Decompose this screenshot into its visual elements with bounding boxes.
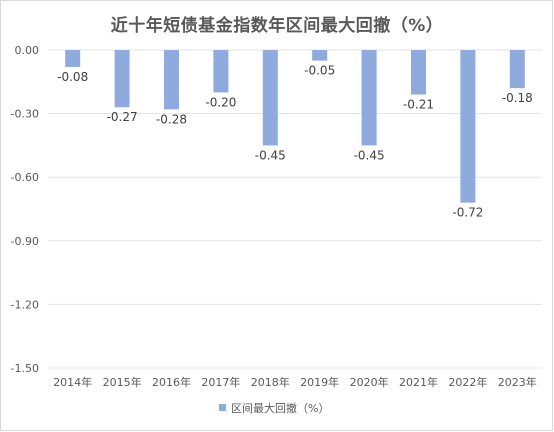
data-label: -0.18 bbox=[502, 91, 533, 105]
chart-title: 近十年短债基金指数年区间最大回撤（%） bbox=[110, 16, 444, 36]
x-tick-label: 2014年 bbox=[53, 375, 92, 389]
bar bbox=[509, 50, 525, 89]
data-label: -0.45 bbox=[354, 148, 385, 162]
x-tick-label: 2020年 bbox=[350, 375, 389, 389]
data-label: -0.45 bbox=[255, 148, 286, 162]
data-label: -0.21 bbox=[403, 98, 434, 112]
data-label: -0.08 bbox=[57, 70, 88, 84]
bar bbox=[65, 50, 81, 67]
data-label: -0.27 bbox=[107, 110, 138, 124]
x-tick-label: 2016年 bbox=[152, 375, 191, 389]
bar bbox=[262, 50, 278, 146]
legend-label: 区间最大回撤（%） bbox=[231, 401, 329, 415]
y-tick-label: -0.30 bbox=[11, 108, 39, 121]
x-tick-label: 2023年 bbox=[498, 375, 537, 389]
x-tick-label: 2015年 bbox=[103, 375, 142, 389]
x-tick-label: 2019年 bbox=[300, 375, 339, 389]
x-tick-label: 2018年 bbox=[251, 375, 290, 389]
legend-swatch bbox=[219, 404, 226, 411]
bar bbox=[114, 50, 130, 108]
y-tick-label: -0.90 bbox=[11, 235, 39, 248]
y-tick-label: -1.20 bbox=[11, 298, 39, 311]
x-tick-label: 2017年 bbox=[201, 375, 240, 389]
data-label: -0.28 bbox=[156, 112, 187, 126]
bar bbox=[460, 50, 476, 203]
bar bbox=[164, 50, 179, 110]
data-label: -0.72 bbox=[452, 206, 483, 220]
x-tick-label: 2021年 bbox=[399, 375, 438, 389]
x-tick-label: 2022年 bbox=[448, 375, 487, 389]
y-tick-label: -0.60 bbox=[11, 171, 39, 184]
bar bbox=[411, 50, 426, 95]
data-label: -0.20 bbox=[205, 95, 236, 109]
data-label: -0.05 bbox=[304, 64, 335, 78]
bar bbox=[213, 50, 229, 93]
bar bbox=[361, 50, 377, 146]
y-tick-label: 0.00 bbox=[15, 44, 40, 57]
bar bbox=[312, 50, 328, 61]
y-tick-label: -1.50 bbox=[11, 362, 39, 375]
